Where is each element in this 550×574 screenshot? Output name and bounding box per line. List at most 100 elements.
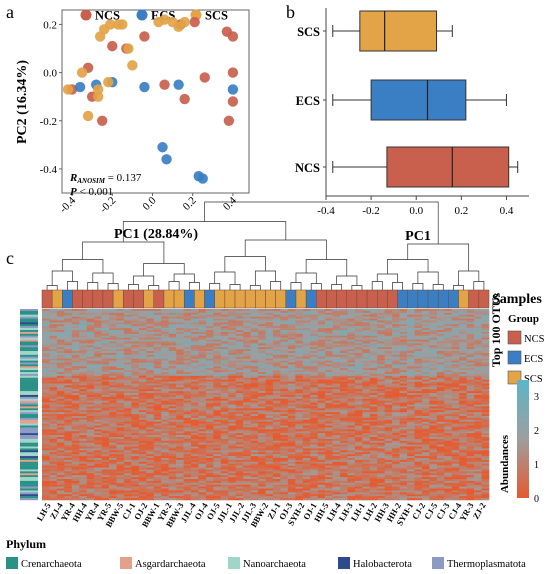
heatmap-cell <box>444 404 453 407</box>
heatmap-cell <box>377 427 385 430</box>
y-tick-label: 0.0 <box>43 68 57 80</box>
heatmap-cell <box>421 351 430 354</box>
heatmap-cell <box>414 396 423 400</box>
heatmap-cell <box>191 356 199 359</box>
heatmap-cell <box>153 425 162 428</box>
heatmap-cell <box>153 415 162 419</box>
heatmap-cell <box>235 375 244 379</box>
heatmap-cell <box>42 389 50 392</box>
heatmap-cell <box>436 366 445 369</box>
heatmap-cell <box>295 362 304 365</box>
heatmap-cell <box>287 421 296 424</box>
heatmap-cell <box>49 454 58 457</box>
heatmap-cell <box>444 341 453 344</box>
heatmap-cell <box>340 393 348 396</box>
heatmap-cell <box>302 383 311 386</box>
heatmap-cell <box>451 450 460 453</box>
heatmap-cell <box>362 343 371 346</box>
heatmap-cell <box>205 326 214 329</box>
heatmap-cell <box>131 389 140 392</box>
heatmap-cell <box>325 448 333 451</box>
heatmap-cell <box>481 351 490 354</box>
heatmap-cell <box>354 354 363 358</box>
heatmap-cell <box>444 377 453 380</box>
heatmap-cell <box>325 373 333 377</box>
heatmap-cell <box>421 419 430 422</box>
scatter-y-ticks: 0.20.0-0.2-0.4 <box>40 19 62 176</box>
heatmap-cell <box>161 402 169 405</box>
heatmap-cell <box>138 360 147 363</box>
heatmap-cell <box>340 372 348 375</box>
heatmap-cell <box>168 314 177 317</box>
heatmap-cell <box>258 368 266 371</box>
heatmap-cell <box>325 454 333 457</box>
heatmap-cell <box>317 417 326 421</box>
heatmap-cell <box>429 404 438 407</box>
heatmap-cell <box>354 312 363 316</box>
heatmap-cell <box>146 341 155 344</box>
heatmap-cell <box>94 452 102 455</box>
heatmap-cell <box>116 331 125 335</box>
heatmap-cell <box>109 320 117 323</box>
heatmap-cell <box>377 400 385 403</box>
heatmap-cell <box>414 377 423 380</box>
heatmap-cell <box>94 316 102 319</box>
heatmap-cell <box>146 373 155 377</box>
heatmap-cell <box>183 454 192 457</box>
heatmap-cell <box>392 364 400 367</box>
heatmap-cell <box>392 333 400 337</box>
heatmap-cell <box>153 349 162 352</box>
heatmap-cell <box>429 349 438 352</box>
heatmap-cell <box>71 456 80 459</box>
heatmap-cell <box>466 373 475 377</box>
heatmap-cell <box>258 381 266 384</box>
heatmap-cell <box>146 404 155 407</box>
heatmap-cell <box>183 316 192 319</box>
heatmap-cell <box>272 387 281 390</box>
heatmap-cell <box>258 343 266 346</box>
heatmap-cell <box>399 383 408 386</box>
heatmap-cell <box>49 423 58 426</box>
heatmap-cell <box>302 345 311 348</box>
heatmap-cell <box>183 444 192 447</box>
heatmap-cell <box>287 393 296 396</box>
heatmap-cell <box>384 316 393 319</box>
heatmap-cell <box>459 396 467 400</box>
heatmap-cell <box>354 448 363 451</box>
heatmap-cell <box>384 394 393 398</box>
heatmap-cell <box>235 328 244 331</box>
heatmap-cell <box>384 421 393 424</box>
heatmap-cell <box>280 431 289 434</box>
heatmap-cell <box>56 318 65 321</box>
heatmap-cell <box>280 322 289 325</box>
heatmap-cell <box>71 324 80 327</box>
heatmap-cell <box>399 341 408 344</box>
heatmap-cell <box>168 450 177 453</box>
heatmap-cell <box>168 433 177 436</box>
heatmap-cell <box>325 331 333 335</box>
heatmap-cell <box>146 349 155 352</box>
sample-group-cell-ncs <box>377 289 388 309</box>
heatmap-cell <box>369 345 378 348</box>
heatmap-cell <box>451 314 460 317</box>
heatmap-cell <box>116 381 125 384</box>
heatmap-cell <box>369 438 378 442</box>
heatmap-cell <box>183 360 192 363</box>
heatmap-cell <box>94 377 102 380</box>
heatmap-cell <box>347 450 356 453</box>
heatmap-cell <box>354 331 363 335</box>
heatmap-cell <box>384 396 393 400</box>
heatmap-cell <box>138 337 147 340</box>
heatmap-cell <box>332 314 341 317</box>
heatmap-cell <box>64 372 73 375</box>
heatmap-cell <box>235 433 244 436</box>
heatmap-cell <box>49 433 58 436</box>
heatmap-cell <box>258 330 266 333</box>
heatmap-cell <box>347 406 356 409</box>
heatmap-cell <box>421 366 430 369</box>
heatmap-cell <box>131 383 140 386</box>
heatmap-cell <box>325 360 333 363</box>
heatmap-cell <box>421 331 430 335</box>
heatmap-cell <box>295 356 304 359</box>
heatmap-cell <box>474 436 482 440</box>
